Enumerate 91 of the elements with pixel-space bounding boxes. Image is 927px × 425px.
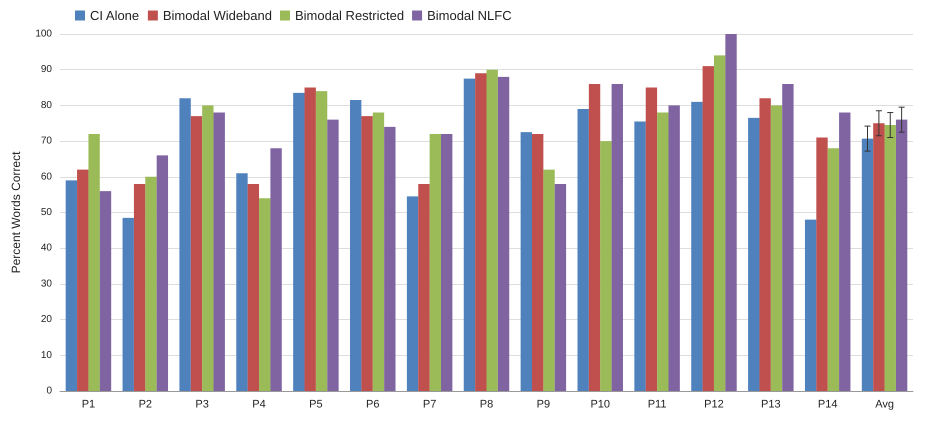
bar — [884, 125, 896, 391]
bar — [214, 112, 225, 391]
bar — [259, 198, 270, 391]
bar — [725, 34, 737, 391]
bar — [770, 105, 782, 391]
bar — [657, 112, 668, 391]
x-tick-label: Avg — [875, 398, 894, 410]
bar — [293, 92, 305, 391]
bar — [839, 112, 850, 391]
x-tick-label: P7 — [422, 398, 436, 410]
y-tick-label: 10 — [40, 350, 52, 361]
bar — [430, 134, 442, 391]
x-tick-label: P2 — [138, 398, 152, 410]
bar — [588, 84, 600, 391]
y-tick-label: 80 — [40, 100, 52, 111]
bar — [316, 91, 328, 391]
x-tick-label: P3 — [195, 398, 209, 410]
bar — [668, 105, 680, 391]
bar — [577, 108, 589, 391]
bar — [304, 88, 316, 391]
bar — [270, 148, 282, 391]
x-tick-label: P5 — [309, 398, 323, 410]
y-tick-label: 0 — [46, 386, 52, 396]
bar — [804, 220, 816, 391]
y-tick-label: 30 — [40, 278, 52, 290]
y-tick-label: 60 — [40, 171, 52, 182]
x-tick-label: P6 — [366, 398, 380, 410]
bar — [873, 123, 885, 391]
x-tick-label: P10 — [590, 398, 610, 410]
bar — [612, 84, 623, 391]
bar — [66, 180, 78, 391]
bar — [190, 116, 202, 391]
y-tick-label: 40 — [40, 242, 52, 254]
bar — [88, 134, 100, 391]
bar — [828, 148, 840, 391]
x-tick-label: P14 — [818, 398, 838, 410]
bar — [156, 155, 168, 391]
bar — [418, 184, 430, 391]
bar — [248, 184, 260, 391]
bar — [554, 184, 566, 391]
x-tick-label: P12 — [704, 398, 724, 410]
legend-label: CI Alone — [90, 8, 140, 23]
x-tick-label: P9 — [536, 398, 550, 410]
bar — [862, 138, 874, 391]
bar — [543, 170, 555, 391]
bar — [691, 102, 703, 391]
bar — [202, 105, 214, 391]
x-tick-label: P13 — [761, 398, 781, 410]
bar — [406, 196, 418, 391]
y-tick-label: 50 — [40, 207, 52, 218]
bar — [236, 173, 248, 391]
bar — [714, 55, 726, 391]
bar — [77, 170, 88, 391]
bar — [327, 120, 339, 391]
bar — [486, 70, 498, 391]
bar — [748, 118, 760, 391]
bar — [384, 126, 396, 391]
y-axis-title: Percent Words Correct — [9, 150, 23, 274]
bar — [361, 116, 373, 391]
bar — [100, 191, 112, 391]
legend-label: Bimodal Wideband — [162, 8, 272, 23]
x-tick-label: P8 — [480, 398, 494, 410]
bar — [464, 78, 476, 391]
bar — [179, 98, 191, 391]
x-tick-label: P1 — [82, 398, 96, 410]
bar — [759, 98, 771, 391]
bar — [634, 121, 646, 391]
bar — [520, 132, 532, 391]
bar — [498, 76, 510, 391]
bar — [816, 138, 828, 391]
bar — [532, 134, 544, 391]
bar — [134, 184, 146, 391]
y-tick-label: 20 — [40, 314, 52, 326]
y-tick-label: 100 — [35, 28, 52, 40]
bar — [782, 84, 794, 391]
bar — [122, 218, 134, 391]
bar — [600, 141, 612, 391]
bar — [372, 112, 384, 391]
bar — [646, 88, 658, 391]
legend-label: Bimodal Restricted — [294, 8, 404, 23]
bar — [896, 120, 908, 391]
bar — [145, 176, 157, 391]
bar — [702, 66, 714, 391]
y-tick-label: 90 — [40, 64, 52, 76]
bar — [441, 134, 452, 391]
x-tick-label: P4 — [252, 398, 266, 410]
bar — [350, 100, 362, 391]
y-tick-label: 70 — [40, 136, 52, 147]
legend-label: Bimodal NLFC — [427, 8, 512, 23]
x-tick-label: P11 — [648, 398, 666, 410]
bar — [475, 73, 486, 391]
